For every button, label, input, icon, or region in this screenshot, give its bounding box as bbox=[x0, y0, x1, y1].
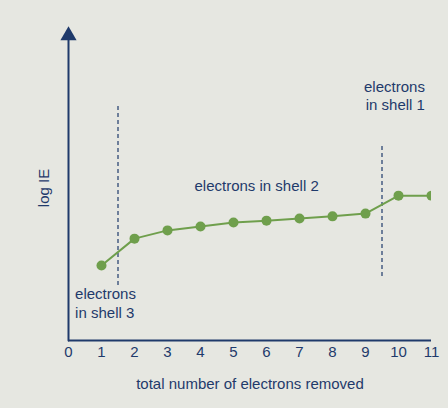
svg-text:4: 4 bbox=[196, 343, 204, 360]
svg-text:7: 7 bbox=[295, 343, 303, 360]
svg-text:0: 0 bbox=[64, 343, 72, 360]
svg-text:10: 10 bbox=[390, 343, 407, 360]
svg-text:5: 5 bbox=[229, 343, 237, 360]
svg-text:electronsin shell 1: electronsin shell 1 bbox=[364, 78, 425, 114]
svg-text:electronsin shell 3: electronsin shell 3 bbox=[75, 285, 136, 321]
svg-text:8: 8 bbox=[328, 343, 336, 360]
svg-text:3: 3 bbox=[163, 343, 171, 360]
svg-text:6: 6 bbox=[262, 343, 270, 360]
svg-text:1: 1 bbox=[97, 343, 105, 360]
svg-text:9: 9 bbox=[361, 343, 369, 360]
svg-text:log IE: log IE bbox=[35, 169, 52, 207]
svg-text:11: 11 bbox=[424, 343, 440, 360]
svg-text:total number of electrons remo: total number of electrons removed bbox=[136, 375, 364, 392]
svg-text:2: 2 bbox=[130, 343, 138, 360]
svg-text:electrons in shell 2: electrons in shell 2 bbox=[194, 177, 318, 194]
